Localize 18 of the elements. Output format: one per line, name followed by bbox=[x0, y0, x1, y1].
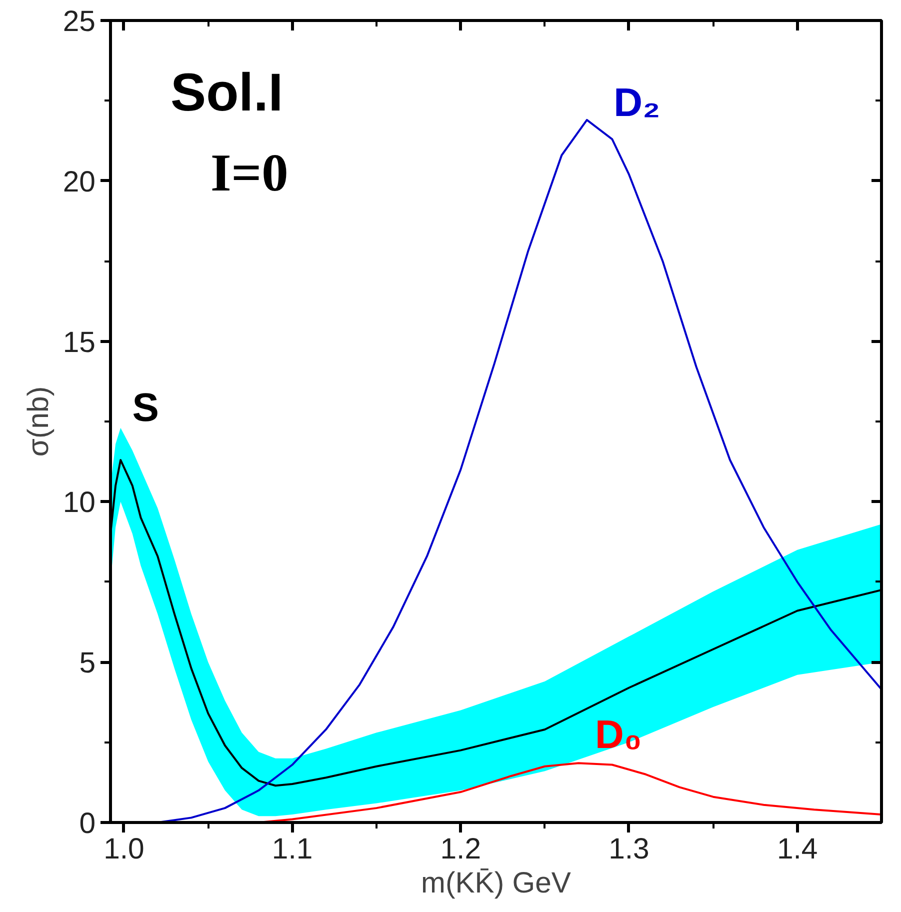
y-tick-label: 15 bbox=[62, 326, 96, 359]
y-tick-label: 25 bbox=[62, 5, 96, 38]
y-tick-label: 0 bbox=[79, 807, 96, 840]
y-axis-title: σ(nb) bbox=[22, 386, 55, 457]
x-tick-label: 1.4 bbox=[776, 832, 818, 866]
x-axis-title: m(KK̄) GeV bbox=[421, 866, 572, 900]
y-tick-label: 10 bbox=[62, 486, 96, 520]
series-label: S bbox=[132, 386, 159, 430]
annotation: I=0 bbox=[210, 142, 288, 202]
y-tick-label: 5 bbox=[79, 646, 96, 680]
y-tick-label: 20 bbox=[62, 165, 96, 198]
series-label: D₀ bbox=[595, 713, 642, 758]
x-tick-label: 1.2 bbox=[440, 832, 482, 866]
x-tick-label: 1.3 bbox=[608, 832, 650, 866]
x-tick-label: 1.0 bbox=[104, 832, 144, 866]
x-tick-label: 1.1 bbox=[272, 832, 313, 866]
series-label: D₂ bbox=[614, 80, 660, 125]
annotation: Sol.I bbox=[170, 64, 284, 122]
